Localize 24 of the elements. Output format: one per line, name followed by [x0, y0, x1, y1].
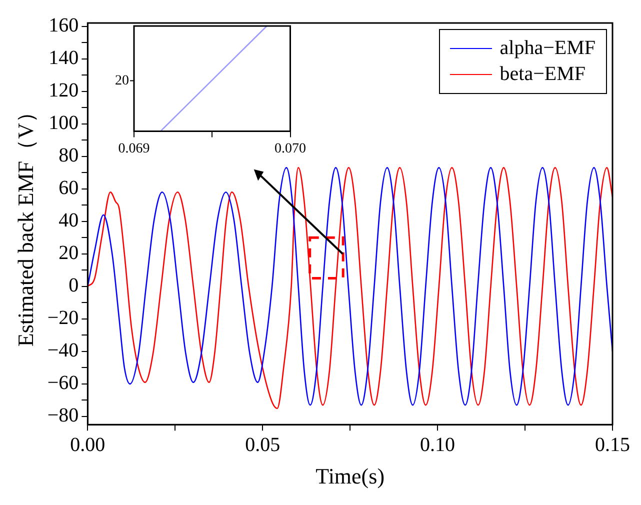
y-tick-label: −40 [47, 340, 79, 362]
y-axis-title: Estimated back EMF（V） [12, 100, 38, 347]
x-tick-label: 0.00 [70, 434, 106, 456]
y-tick-label: −60 [47, 372, 79, 394]
x-tick-label: 0.05 [245, 434, 280, 456]
y-tick-label: 140 [48, 47, 79, 70]
x-tick-label: 0.15 [595, 434, 630, 456]
y-tick-label: −20 [47, 307, 79, 330]
y-tick-label: 40 [58, 210, 79, 232]
legend-label: beta−EMF [500, 63, 586, 86]
y-tick-label: 80 [58, 144, 79, 167]
y-tick-label: 20 [58, 242, 79, 264]
y-tick-label: 160 [48, 14, 79, 36]
y-tick-label: 120 [48, 80, 79, 102]
x-axis-title: Time(s) [316, 464, 385, 489]
legend-label: alpha−EMF [500, 37, 596, 60]
y-tick-label: −80 [47, 404, 79, 427]
y-tick-label: 60 [58, 177, 79, 200]
x-tick-label: 0.10 [420, 434, 456, 456]
annotation: 20 [115, 73, 129, 88]
x-tick-label: 0.069 [118, 141, 150, 156]
y-tick-label: 100 [48, 112, 79, 134]
y-tick-label: 0 [68, 274, 79, 297]
x-tick-label: 0.070 [274, 141, 306, 156]
